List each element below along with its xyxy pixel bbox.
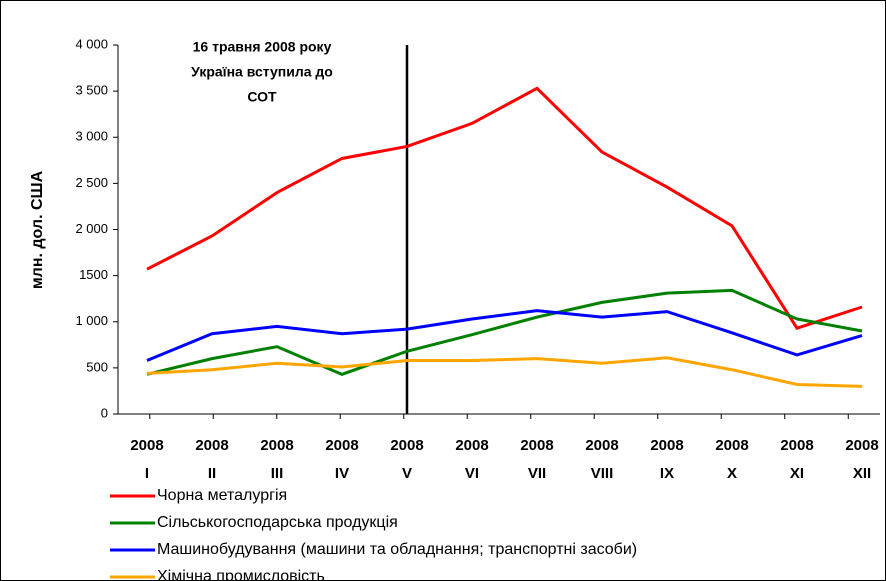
x-tick-label: XI xyxy=(790,465,804,482)
series-line xyxy=(146,309,863,362)
y-tick-label: 1500 xyxy=(79,267,108,282)
series-line xyxy=(146,86,863,330)
y-axis-label: млн. дол. США xyxy=(29,170,46,289)
y-tick-label: 2 500 xyxy=(75,175,108,190)
y-tick-label: 0 xyxy=(101,405,108,420)
x-tick-label: 2008 xyxy=(260,437,293,454)
x-tick-label: VI xyxy=(465,465,479,482)
y-tick-label: 3 500 xyxy=(75,83,108,98)
legend-label: Сільськогосподарська продукція xyxy=(157,514,398,531)
x-tick-label: V xyxy=(402,465,412,482)
y-tick-label: 2 000 xyxy=(75,221,108,236)
x-tick-label: IV xyxy=(335,465,349,482)
x-tick-label: III xyxy=(271,465,284,482)
x-tick-label: 2008 xyxy=(195,437,228,454)
annotation: Україна вступила до xyxy=(191,64,333,80)
y-tick-label: 3 000 xyxy=(75,129,108,144)
legend-label: Хімічна промисловість xyxy=(157,568,325,581)
y-tick-label: 1 000 xyxy=(75,313,108,328)
x-tick-label: 2008 xyxy=(130,437,163,454)
x-tick-label: 2008 xyxy=(325,437,358,454)
x-tick-label: X xyxy=(727,465,737,482)
x-tick-label: IX xyxy=(660,465,674,482)
x-tick-label: 2008 xyxy=(585,437,618,454)
x-tick-label: XII xyxy=(853,465,871,482)
x-tick-label: VIII xyxy=(591,465,614,482)
y-tick-label: 500 xyxy=(86,359,108,374)
legend-label: Машинобудування (машини та обладнання; т… xyxy=(157,541,637,558)
x-tick-label: II xyxy=(208,465,216,482)
x-tick-label: 2008 xyxy=(455,437,488,454)
x-tick-label: 2008 xyxy=(650,437,683,454)
x-tick-label: 2008 xyxy=(845,437,878,454)
annotation: 16 травня 2008 року xyxy=(193,39,332,55)
series-line xyxy=(146,356,863,388)
legend-label: Чорна металургія xyxy=(157,487,287,504)
x-tick-label: 2008 xyxy=(390,437,423,454)
x-tick-label: 2008 xyxy=(780,437,813,454)
x-tick-label: 2008 xyxy=(715,437,748,454)
annotation: СОТ xyxy=(247,89,277,105)
x-tick-label: I xyxy=(145,465,149,482)
series-line xyxy=(146,288,863,376)
x-tick-label: VII xyxy=(528,465,546,482)
x-tick-label: 2008 xyxy=(520,437,553,454)
y-tick-label: 4 000 xyxy=(75,36,108,51)
